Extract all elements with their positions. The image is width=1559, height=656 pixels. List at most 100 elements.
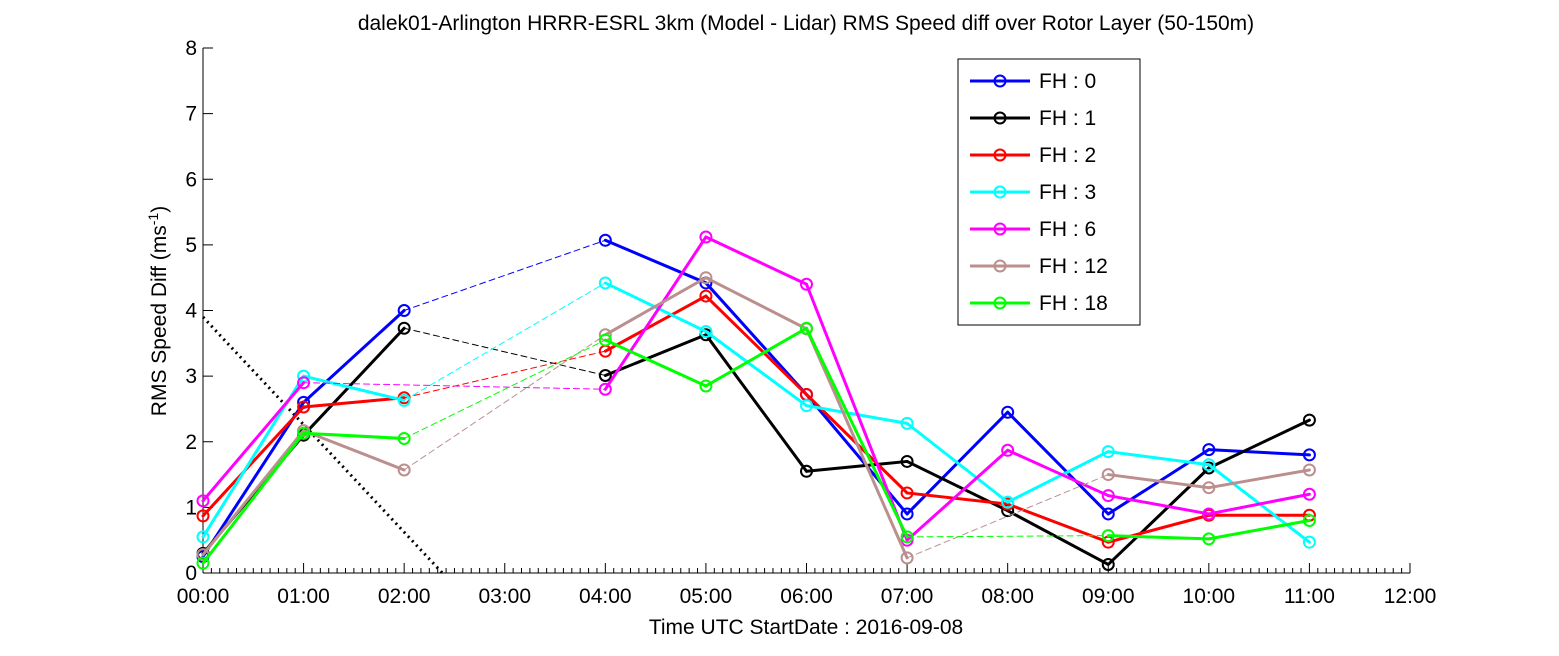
series-segment <box>1006 509 1110 566</box>
series-6 <box>196 271 1316 565</box>
series-segment <box>905 421 1010 504</box>
series-segment <box>1207 519 1311 541</box>
series-segment <box>805 326 909 539</box>
series-1 <box>196 233 1316 564</box>
series-segment <box>1207 448 1311 457</box>
x-tick-label: 11:00 <box>1284 585 1335 608</box>
series-segment <box>302 309 406 404</box>
data-point-marker <box>900 416 914 430</box>
legend: FH : 0 FH : 1 FH : 2 FH : 3 FH : 6 FH : 12 FH … <box>957 58 1141 326</box>
plot-layer: 00:00 01:00 02:00 03:00 04:00 05:00 06:00 07:00… <box>177 37 1437 608</box>
data-point-marker <box>598 368 612 382</box>
legend-entry-label: FH : 6 <box>1039 218 1096 241</box>
series-segment <box>1006 410 1110 516</box>
series-segment <box>302 396 406 409</box>
x-tick-label: 12:00 <box>1384 585 1437 608</box>
data-point-marker <box>1101 489 1115 503</box>
series-segment <box>805 459 909 473</box>
reference-line <box>201 316 444 575</box>
x-tick-label: 07:00 <box>881 585 934 608</box>
y-tick-label: 1 <box>185 496 197 519</box>
series-segment <box>1006 448 1110 498</box>
data-point-marker <box>397 431 411 445</box>
data-point-marker <box>1302 535 1316 549</box>
series-segment <box>603 235 708 391</box>
data-point-marker <box>1001 443 1015 457</box>
data-point-marker <box>900 454 914 468</box>
data-point-marker <box>1302 463 1316 477</box>
series-segment <box>1207 492 1311 516</box>
data-point-marker <box>196 530 210 544</box>
legend-swatch-marker <box>993 148 1007 162</box>
y-tick-label: 4 <box>185 300 197 323</box>
data-point-marker <box>196 509 210 523</box>
x-tick-label: 02:00 <box>378 585 431 608</box>
series-5 <box>196 230 1316 547</box>
legend-swatch-marker <box>993 185 1007 199</box>
series-segment <box>603 333 708 377</box>
series-segment <box>603 276 708 337</box>
series-segment <box>302 326 406 437</box>
legend-entry-label: FH : 18 <box>1039 292 1108 315</box>
series-segment <box>805 282 909 542</box>
series-segment <box>603 338 708 388</box>
series-gap-segment <box>403 350 606 399</box>
series-segment <box>201 431 306 565</box>
data-point-marker <box>297 426 311 440</box>
series-segment <box>905 491 1010 506</box>
data-point-marker <box>900 551 914 565</box>
data-point-marker <box>1302 487 1316 501</box>
series-segment <box>805 327 909 560</box>
data-point-marker <box>900 530 914 544</box>
series-segment <box>201 429 306 557</box>
data-point-marker <box>800 464 813 478</box>
data-point-marker <box>397 321 411 335</box>
data-point-marker <box>397 463 411 477</box>
series-gap-segment <box>403 327 606 376</box>
series-segment <box>201 405 306 518</box>
data-point-marker <box>1001 495 1015 509</box>
data-point-marker <box>1101 507 1115 521</box>
data-point-marker <box>196 556 210 570</box>
y-axis-label-sup: -1 <box>145 213 161 226</box>
series-segment <box>201 400 306 559</box>
data-point-marker <box>598 333 612 347</box>
legend-swatch-marker <box>993 111 1007 125</box>
data-point-marker <box>699 230 713 244</box>
y-tick-label: 5 <box>185 234 197 257</box>
data-point-marker <box>397 304 411 317</box>
data-point-marker <box>900 507 914 521</box>
y-tick-label: 8 <box>185 37 197 60</box>
series-gap-segment <box>303 382 606 390</box>
series-segment <box>704 281 808 396</box>
series-segment <box>201 381 306 503</box>
data-point-marker <box>1302 514 1316 527</box>
series-segment <box>302 431 406 440</box>
data-point-marker <box>297 400 311 414</box>
series-gap-segment <box>403 334 606 471</box>
series-segment <box>1006 450 1110 504</box>
data-point-marker <box>1202 443 1216 457</box>
y-axis-label-base: RMS Speed Diff (ms <box>148 225 171 416</box>
x-tick-label: 04:00 <box>579 585 632 608</box>
data-point-marker <box>1202 481 1216 495</box>
legend-entry-label: FH : 1 <box>1039 107 1096 130</box>
y-tick-label: 2 <box>185 431 197 454</box>
series-segment <box>704 276 808 331</box>
data-point-marker <box>598 382 612 396</box>
y-tick-label: 7 <box>185 103 197 126</box>
data-point-marker <box>1202 532 1216 546</box>
data-point-marker <box>1101 445 1115 459</box>
data-point-marker <box>800 399 813 413</box>
x-tick-label: 09:00 <box>1082 585 1135 608</box>
data-point-marker <box>1302 413 1316 427</box>
y-axis-label: RMS Speed Diff (ms-1) <box>145 206 171 416</box>
series-gap-segment <box>906 535 1109 538</box>
legend-swatch-marker <box>993 296 1007 310</box>
series-segment <box>1106 473 1211 490</box>
series-segment <box>302 429 406 472</box>
series-segment <box>1106 494 1211 516</box>
y-tick-label: 6 <box>185 168 197 191</box>
legend-swatch-marker <box>993 74 1007 88</box>
